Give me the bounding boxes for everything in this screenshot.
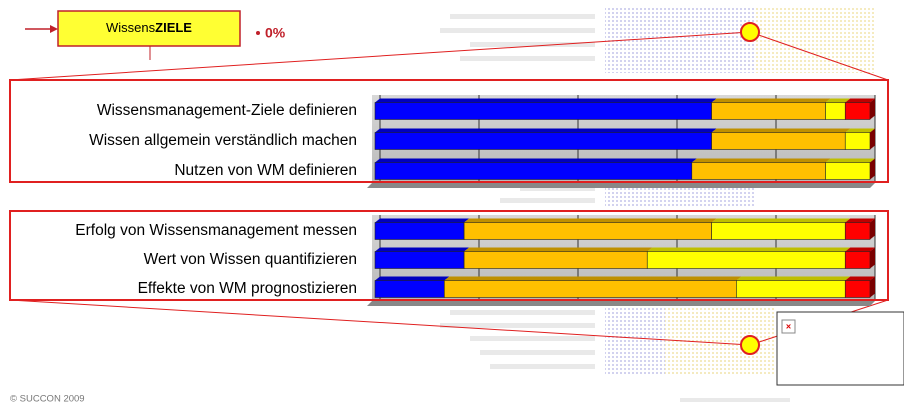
bar-segment <box>711 132 846 150</box>
bar-segment <box>844 222 871 240</box>
bullet <box>256 31 260 35</box>
zoom-frame <box>9 210 889 301</box>
bar-segment <box>711 102 826 120</box>
goal-bold: ZIELE <box>155 20 192 35</box>
bar-top <box>375 276 450 281</box>
bar-top <box>375 158 697 163</box>
background-chart <box>440 8 875 402</box>
category-label: Wissen allgemein verständlich machen <box>89 132 357 149</box>
goal-box <box>57 10 241 47</box>
bar-top <box>444 276 742 281</box>
zoom-marker <box>740 335 760 355</box>
category-label: Nutzen von WM definieren <box>174 162 357 179</box>
bar-segment <box>374 162 693 180</box>
bar-segment <box>463 222 712 240</box>
bar-top <box>825 98 851 103</box>
bar-segment <box>691 162 826 180</box>
goal-box-label: WissensZIELE <box>106 20 192 35</box>
plot-floor <box>367 301 875 306</box>
bar-segment <box>374 251 465 269</box>
category-label: Effekte von WM prognostizieren <box>138 280 357 297</box>
bar-top <box>375 247 470 252</box>
bar-segment <box>374 132 712 150</box>
bar-top <box>845 276 875 281</box>
bar-top <box>711 98 831 103</box>
bar-top <box>711 218 851 223</box>
broken-image-x: × <box>786 321 791 331</box>
bar-top <box>825 158 875 163</box>
footer: © SUCCON 2009 <box>10 394 85 405</box>
bar-segment <box>736 280 846 298</box>
bar-side <box>870 276 875 298</box>
category-label: Wissensmanagement-Ziele definieren <box>97 102 357 119</box>
bar-top <box>845 247 875 252</box>
bar-segment <box>374 280 445 298</box>
bar-side <box>870 128 875 150</box>
bar-segment <box>374 102 712 120</box>
bar-top <box>736 276 851 281</box>
category-label: Erfolg von Wissensmanagement messen <box>75 222 357 239</box>
bar-top <box>375 98 717 103</box>
bar-segment <box>443 280 737 298</box>
zoom-marker <box>740 22 760 42</box>
bar-top <box>375 128 717 133</box>
bar-top <box>464 218 717 223</box>
bar-segment <box>844 280 871 298</box>
bar-segment <box>646 251 846 269</box>
zoom-frame <box>9 79 889 183</box>
bar-segment <box>825 102 846 120</box>
bar-segment <box>463 251 648 269</box>
bar-top <box>647 247 851 252</box>
bar-segment <box>711 222 846 240</box>
bar-top <box>711 128 851 133</box>
bar-top <box>845 128 875 133</box>
bar-top <box>375 218 470 223</box>
bar-side <box>870 247 875 269</box>
bar-segment <box>374 222 465 240</box>
broken-image-icon <box>781 319 796 334</box>
arrow-head <box>50 25 58 33</box>
bar-segment <box>844 132 871 150</box>
bar-side <box>870 98 875 120</box>
bar-top <box>691 158 831 163</box>
bar-top <box>464 247 653 252</box>
charts: Wissensmanagement-Ziele definieren Wissen… <box>9 79 889 306</box>
percent: 0% <box>265 25 286 41</box>
goal-light: Wissens <box>106 20 156 35</box>
bar-segment <box>825 162 871 180</box>
plot-floor <box>367 183 875 188</box>
bar-segment <box>844 102 871 120</box>
bar-side <box>870 158 875 180</box>
bar-top <box>845 98 875 103</box>
bar-segment <box>844 251 871 269</box>
bar-top <box>845 218 875 223</box>
image-placeholder <box>776 311 904 386</box>
category-label: Wert von Wissen quantifizieren <box>144 251 357 268</box>
bar-side <box>870 218 875 240</box>
